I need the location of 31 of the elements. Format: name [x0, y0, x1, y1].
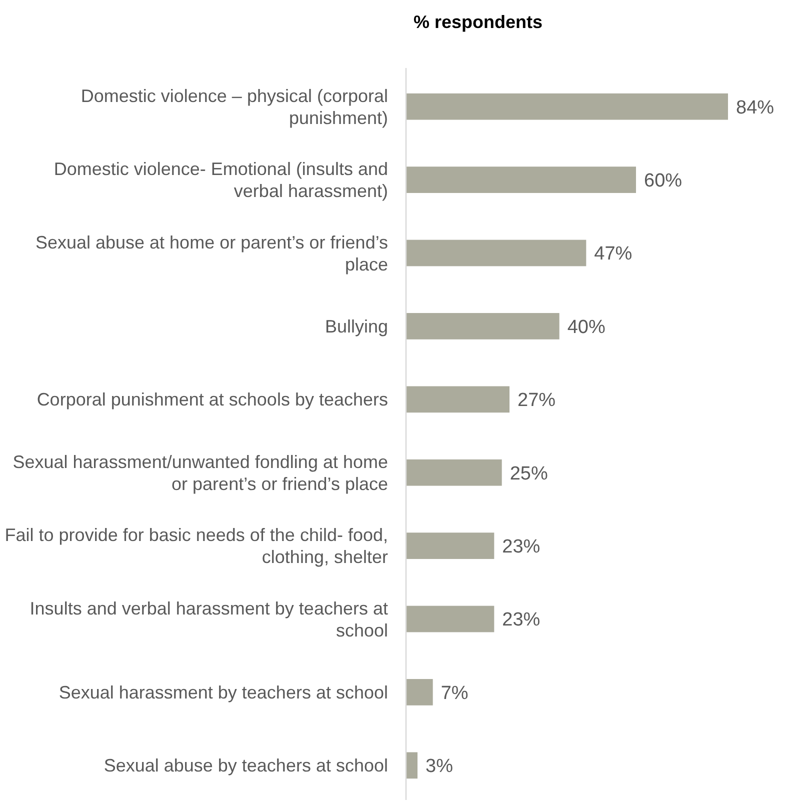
y-tick-label: Sexual harassment by teachers at school: [58, 682, 388, 702]
bar: [406, 313, 560, 340]
chart-title: % respondents: [413, 12, 543, 32]
data-label: 23%: [502, 610, 540, 631]
bar: [406, 93, 728, 120]
y-tick-label: Sexual abuse at home or parent’s or friend’s place: [35, 232, 388, 274]
y-tick-label: Sexual harassment/unwanted fondling at home or parent’s or friend’s place: [12, 452, 388, 494]
y-tick-label: Domestic violence- Emotional (insults and verbal harassment): [54, 159, 388, 202]
data-label: 60%: [644, 170, 682, 192]
bar: [406, 386, 510, 413]
y-tick-label: Sexual abuse by teachers at school: [104, 756, 388, 776]
data-label: 3%: [426, 756, 454, 778]
bar: [406, 532, 494, 559]
y-tick-label: Fail to provide for basic needs of the child- food, clothing, shelter: [4, 525, 388, 568]
y-tick-label: Bullying: [324, 316, 388, 336]
bar: [406, 752, 418, 779]
data-label: 25%: [510, 463, 548, 484]
bar: [406, 606, 494, 632]
bar: [406, 166, 636, 193]
y-tick-label: Insults and verbal harassment by teachers at school: [30, 598, 388, 640]
data-label: 47%: [594, 244, 632, 265]
data-label: 7%: [440, 682, 468, 704]
data-label: 27%: [518, 390, 556, 412]
data-label: 40%: [567, 316, 606, 338]
bar: [406, 459, 502, 486]
y-tick-label: Domestic violence – physical (corporal punishment): [80, 86, 388, 128]
bar: [406, 679, 433, 706]
y-tick-label: Corporal punishment at schools by teachers: [36, 390, 388, 410]
data-label: 84%: [736, 97, 774, 118]
bar: [406, 240, 586, 266]
data-label: 23%: [502, 536, 540, 558]
